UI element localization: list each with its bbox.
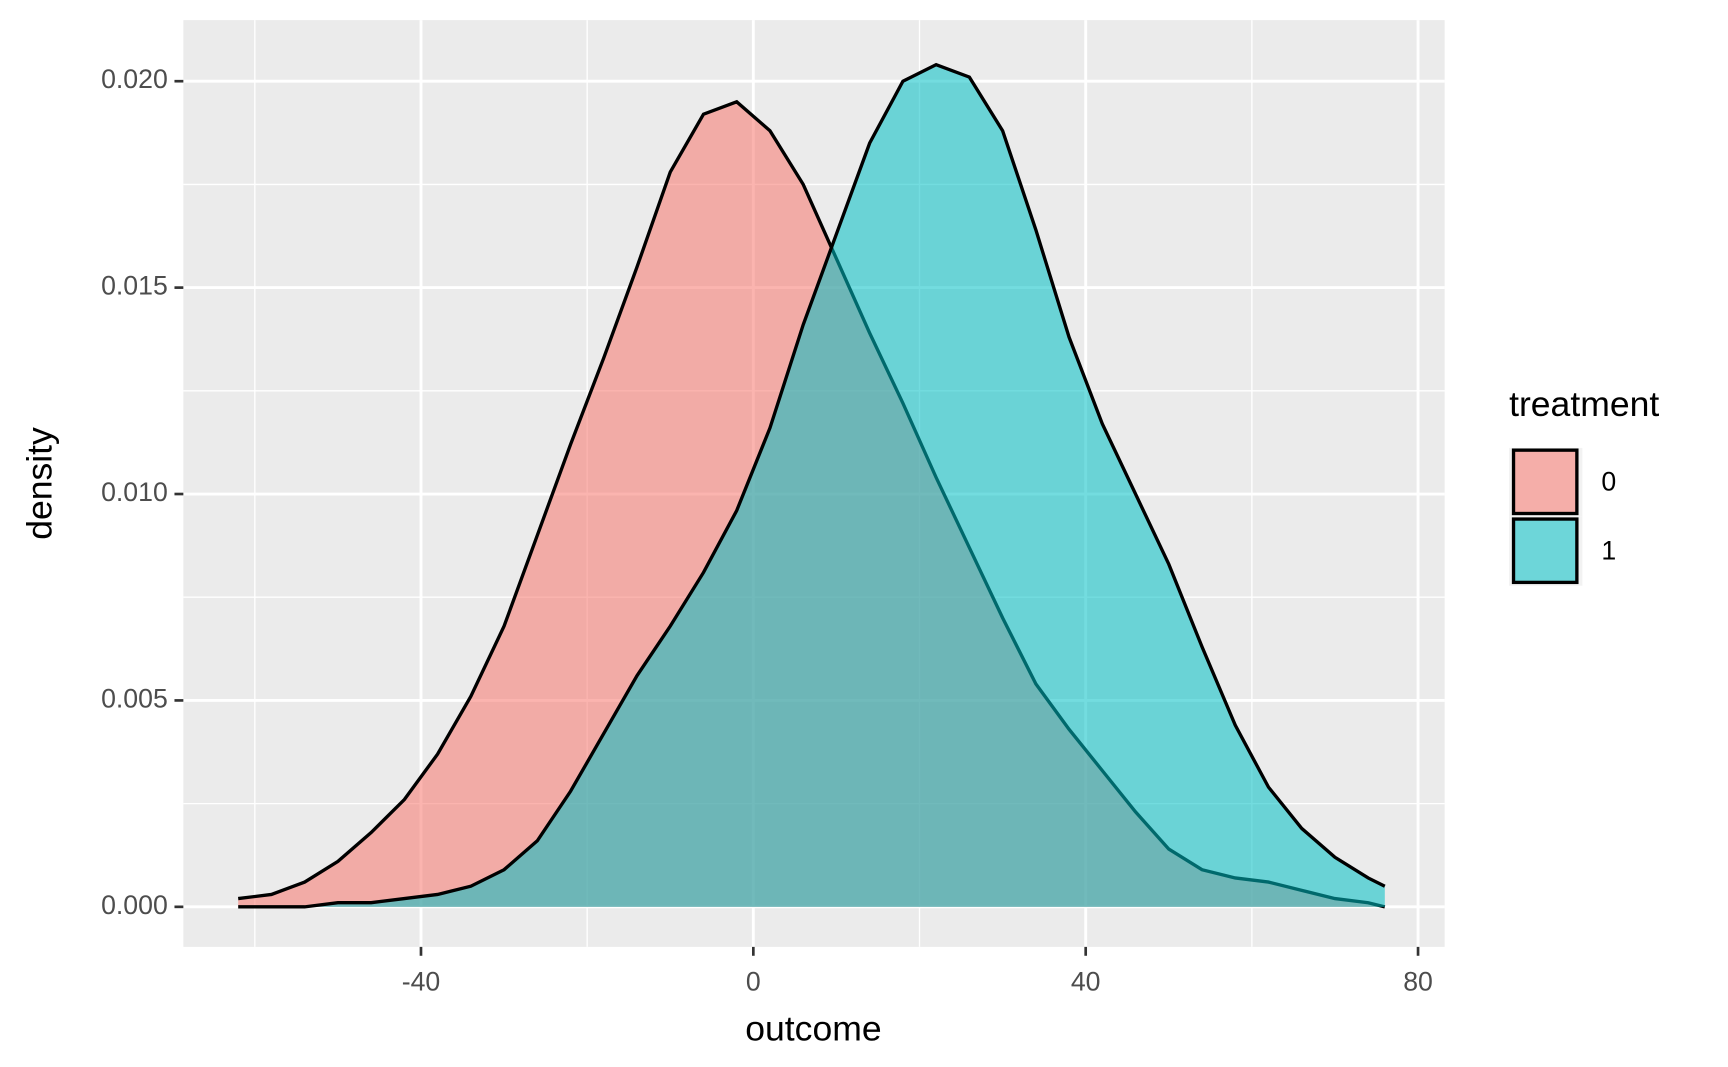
x-axis-title: outcome [745, 1009, 881, 1049]
x-tick-label: 40 [1071, 967, 1101, 997]
axes: 0.000 0.005 0.010 0.015 0.020 -40 0 40 80 [101, 64, 1433, 996]
x-tick-label: 80 [1403, 967, 1433, 997]
x-tick-label: -40 [402, 967, 441, 997]
legend-title: treatment [1509, 384, 1659, 424]
y-tick-label: 0.020 [101, 64, 168, 94]
y-tick-label: 0.000 [101, 890, 168, 920]
legend-swatch [1511, 517, 1579, 585]
legend-swatch [1511, 448, 1579, 516]
x-tick-label: 0 [746, 967, 761, 997]
y-tick-label: 0.005 [101, 683, 168, 713]
legend: 01 [1509, 447, 1616, 586]
density-line [238, 62, 1386, 909]
density-area [238, 64, 1385, 907]
marks [237, 62, 1386, 909]
legend-label: 0 [1601, 467, 1616, 497]
y-tick-label: 0.015 [101, 271, 168, 301]
y-axis-title: density [20, 427, 60, 540]
y-tick-label: 0.010 [101, 477, 168, 507]
legend-label: 1 [1601, 535, 1616, 565]
